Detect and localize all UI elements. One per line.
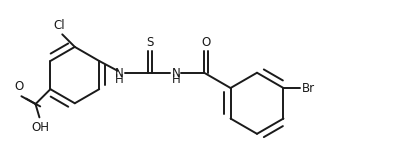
Text: H: H — [115, 73, 124, 86]
Text: OH: OH — [31, 121, 49, 134]
Text: N: N — [172, 67, 180, 80]
Text: H: H — [172, 73, 180, 86]
Text: Br: Br — [302, 82, 315, 94]
Text: S: S — [146, 36, 153, 49]
Text: Cl: Cl — [54, 19, 65, 32]
Text: N: N — [115, 67, 124, 80]
Text: O: O — [14, 80, 24, 94]
Text: O: O — [202, 36, 211, 49]
